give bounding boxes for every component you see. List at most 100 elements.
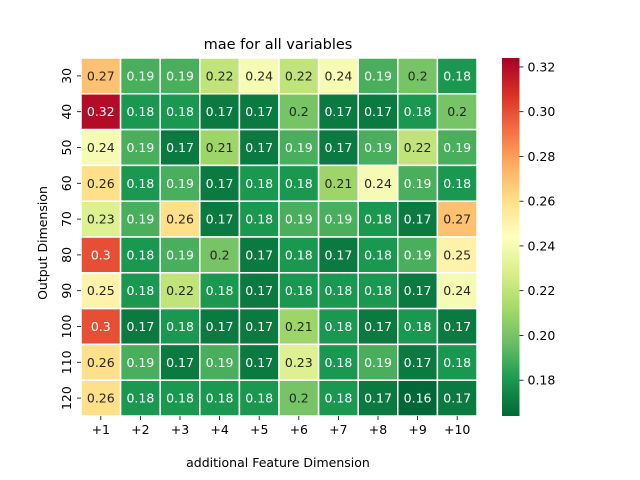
chart-title: mae for all variables: [204, 37, 353, 53]
cell-value-label: 0.19: [443, 140, 471, 155]
heatmap-cell: [397, 128, 439, 167]
cell-value-label: 0.18: [443, 176, 471, 191]
cell-value-label: 0.17: [404, 355, 432, 370]
heatmap-cell: [238, 379, 280, 417]
y-tick-label: 70: [59, 211, 74, 227]
cell-value-label: 0.18: [443, 68, 471, 83]
y-axis-label: Output Dimension: [35, 186, 50, 300]
cell-value-label: 0.17: [443, 391, 471, 406]
cell-value-label: 0.18: [245, 212, 273, 227]
cell-value-label: 0.18: [285, 283, 313, 298]
cell-value-label: 0.18: [364, 283, 392, 298]
heatmap-cell: [436, 272, 478, 310]
cell-value-label: 0.2: [447, 104, 467, 119]
cell-value-label: 0.24: [87, 140, 115, 155]
cell-value-label: 0.26: [87, 391, 115, 406]
heatmap-cell: [159, 307, 201, 346]
heatmap-cell: [436, 57, 478, 95]
cell-value-label: 0.18: [285, 176, 313, 191]
heatmap-cell: [199, 307, 241, 346]
cell-value-label: 0.17: [126, 319, 154, 334]
y-tick-label: 110: [59, 350, 74, 374]
heatmap-cell: [278, 379, 320, 417]
heatmap-cell: [119, 343, 161, 381]
colorbar-tick-label: 0.22: [528, 283, 556, 298]
cell-value-label: 0.27: [87, 68, 115, 83]
heatmap-cell: [357, 379, 399, 417]
heatmap-cell: [238, 343, 280, 381]
cell-value-label: 0.22: [166, 283, 194, 298]
cell-value-label: 0.23: [87, 212, 115, 227]
cell-value-label: 0.2: [289, 104, 309, 119]
cell-value-label: 0.26: [166, 212, 194, 227]
colorbar-tick-label: 0.18: [528, 373, 556, 388]
cell-value-label: 0.17: [364, 319, 392, 334]
y-tick-label: 50: [59, 140, 74, 156]
cell-value-label: 0.2: [408, 68, 428, 83]
y-tick-label: 90: [59, 283, 74, 299]
cell-value-label: 0.18: [126, 176, 154, 191]
x-tick-label: +6: [290, 422, 308, 437]
cell-value-label: 0.19: [206, 355, 234, 370]
x-tick-label: +7: [329, 422, 347, 437]
cell-value-label: 0.19: [126, 355, 154, 370]
heatmap-cells: 0.27 0.19 0.19 0.22 0.24 0.22 0.24 0.19 0.2 0.18 0…: [80, 57, 478, 417]
cell-value-label: 0.18: [166, 319, 194, 334]
heatmap-cell: [357, 57, 399, 95]
cell-value-label: 0.22: [285, 68, 313, 83]
cell-value-label: 0.18: [285, 247, 313, 262]
heatmap-cell: [357, 343, 399, 381]
heatmap-cell: [238, 307, 280, 346]
x-axis-label: additional Feature Dimension: [186, 455, 370, 470]
x-tick-label: +5: [250, 422, 268, 437]
heatmap-cell: [436, 128, 478, 167]
cell-value-label: 0.18: [324, 319, 352, 334]
colorbar-tick-label: 0.24: [528, 238, 556, 253]
heatmap-cell: [159, 236, 201, 274]
cell-value-label: 0.24: [324, 68, 352, 83]
heatmap-cell: [278, 57, 320, 95]
cell-value-label: 0.17: [364, 391, 392, 406]
cell-value-label: 0.17: [206, 319, 234, 334]
cell-value-label: 0.18: [126, 247, 154, 262]
cell-value-label: 0.19: [364, 140, 392, 155]
cell-value-label: 0.21: [324, 176, 352, 191]
cell-value-label: 0.19: [285, 212, 313, 227]
heatmap-cell: [119, 93, 161, 131]
heatmap-cell: [317, 379, 359, 417]
cell-value-label: 0.17: [245, 355, 273, 370]
cell-value-label: 0.23: [285, 355, 313, 370]
cell-value-label: 0.17: [245, 140, 273, 155]
y-tick-label: 60: [59, 175, 74, 191]
cell-value-label: 0.2: [289, 391, 309, 406]
cell-value-label: 0.17: [443, 319, 471, 334]
cell-value-label: 0.17: [324, 104, 352, 119]
x-tick-label: +1: [92, 422, 110, 437]
cell-value-label: 0.17: [166, 140, 194, 155]
cell-value-label: 0.17: [324, 140, 352, 155]
cell-value-label: 0.24: [364, 176, 392, 191]
heatmap-cell: [357, 272, 399, 310]
colorbar-tick-label: 0.20: [528, 328, 556, 343]
heatmap-cell: [397, 307, 439, 346]
colorbar-tick-label: 0.32: [528, 59, 556, 74]
heatmap-cell: [278, 93, 320, 131]
x-tick-label: +4: [210, 422, 228, 437]
heatmap-cell: [199, 272, 241, 310]
y-tick-label: 40: [59, 104, 74, 120]
heatmap-cell: [397, 236, 439, 274]
heatmap-cell: [238, 200, 280, 238]
heatmap-cell: [238, 236, 280, 274]
heatmap-cell: [80, 236, 122, 274]
heatmap-cell: [317, 307, 359, 346]
cell-value-label: 0.17: [404, 212, 432, 227]
cell-value-label: 0.26: [87, 176, 115, 191]
heatmap-cell: [436, 343, 478, 381]
heatmap-cell: [317, 128, 359, 167]
colorbar-gradient: [502, 58, 520, 416]
cell-value-label: 0.19: [126, 140, 154, 155]
cell-value-label: 0.18: [245, 176, 273, 191]
cell-value-label: 0.18: [245, 391, 273, 406]
heatmap-cell: [317, 272, 359, 310]
cell-value-label: 0.18: [166, 391, 194, 406]
